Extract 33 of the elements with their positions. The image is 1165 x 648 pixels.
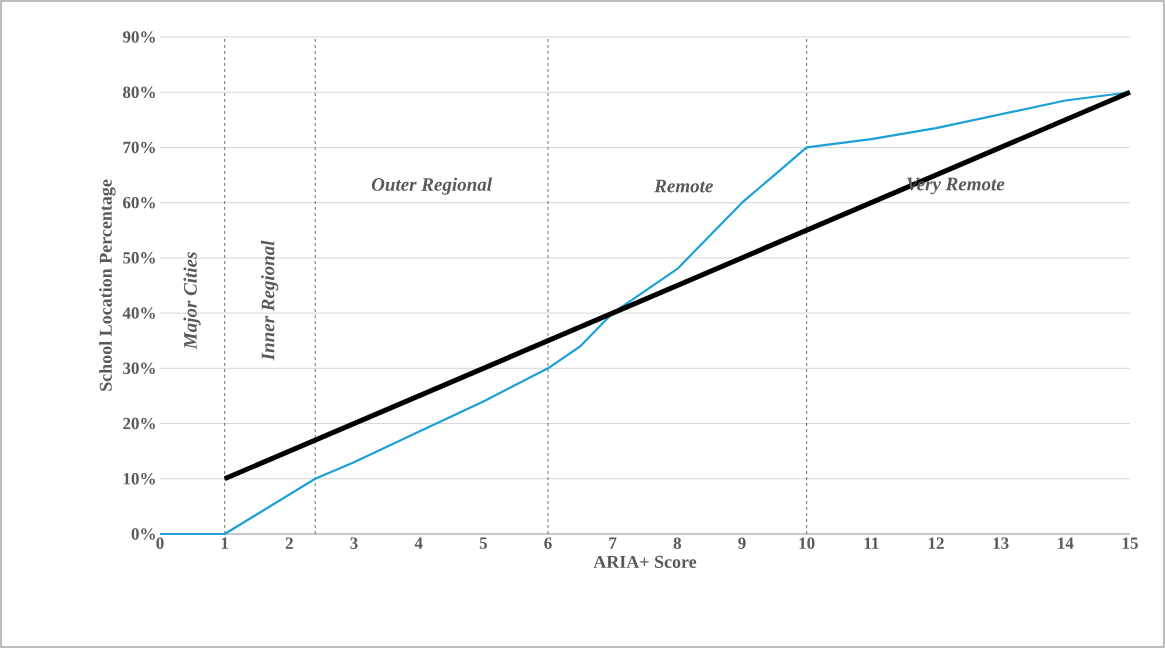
y-tick-label: 90% xyxy=(122,31,155,43)
x-tick-label: 6 xyxy=(544,537,552,549)
x-tick-label: 7 xyxy=(609,537,617,549)
y-tick-label: 50% xyxy=(123,252,155,264)
annotation: Remote xyxy=(654,179,713,193)
x-tick-label: 12 xyxy=(928,537,944,549)
x-tick-label: 3 xyxy=(350,537,358,549)
y-tick-label: 40% xyxy=(122,307,155,319)
x-tick-label: 10 xyxy=(799,537,815,549)
x-tick-label: 13 xyxy=(993,537,1009,549)
x-tick-label: 14 xyxy=(1058,537,1074,549)
y-tick-label: 70% xyxy=(123,141,155,154)
y-axis-title: School Location Percentage xyxy=(99,179,116,391)
x-tick-label: 9 xyxy=(738,537,746,549)
annotation: Very Remote xyxy=(907,177,1005,195)
y-tick-label: 20% xyxy=(123,417,155,430)
y-tick-label: 30% xyxy=(123,362,155,375)
x-tick-label: 0 xyxy=(156,537,164,549)
y-tick-label: 0% xyxy=(131,528,155,540)
x-tick-label: 1 xyxy=(221,537,229,549)
annotation: Outer Regional xyxy=(371,177,493,195)
x-tick-label: 15 xyxy=(1122,537,1138,549)
x-tick-label: 2 xyxy=(285,537,293,549)
x-tick-label: 8 xyxy=(673,537,682,549)
x-tick-label: 4 xyxy=(414,537,423,549)
y-tick-label: 10% xyxy=(123,473,155,485)
annotation: Major Cities xyxy=(183,252,201,350)
x-axis-title: ARIA+ Score xyxy=(593,555,697,568)
x-tick-label: 5 xyxy=(479,537,487,549)
y-tick-label: 80% xyxy=(123,86,155,98)
y-tick-label: 60% xyxy=(123,196,155,209)
annotation: Inner Regional xyxy=(261,240,279,361)
x-tick-label: 11 xyxy=(864,537,879,549)
